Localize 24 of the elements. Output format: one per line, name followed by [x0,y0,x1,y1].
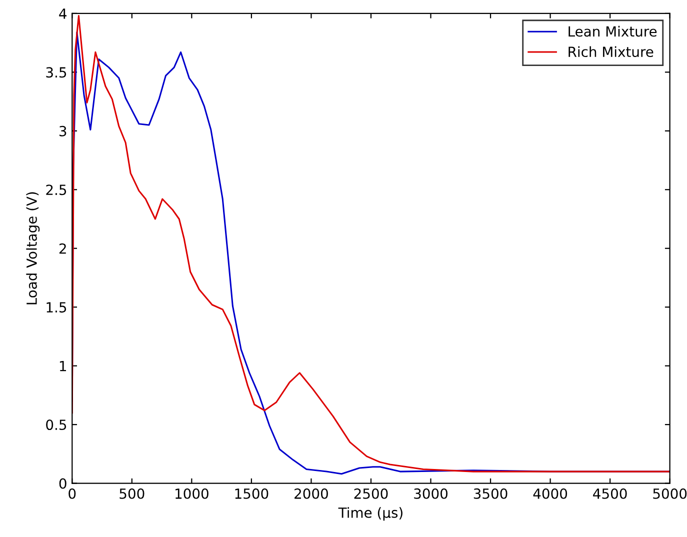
x-tick-label: 3500 [474,488,508,499]
x-tick-label: 2000 [294,488,328,499]
y-tick-label: 1.5 [46,302,66,313]
y-tick-label: 0.5 [46,420,66,430]
legend-label: Rich Mixture [568,46,654,58]
x-tick-label: 5000 [653,488,687,499]
x-tick-label: 4500 [593,488,627,499]
y-tick-label: 2.5 [46,184,66,196]
y-axis-title: Load Voltage (V) [26,192,40,304]
x-tick-label: 2500 [354,488,388,499]
y-tick-label: 0 [59,478,66,489]
y-tick-label: 4 [59,8,66,19]
y-tick-label: 3.5 [46,67,66,78]
x-axis-title: Time (µs) [338,507,402,521]
x-tick-label: 3000 [414,488,448,499]
y-tick-label: 1 [60,360,66,372]
x-tick-label: 1500 [235,488,268,499]
x-tick-label: 4000 [533,488,568,499]
x-tick-label: 0 [68,488,76,499]
y-tick-label: 2 [59,243,66,254]
y-tick-label: 3 [59,126,66,136]
legend-label: Lean Mixture [568,26,657,37]
x-tick-label: 500 [120,488,144,499]
x-tick-label: 1000 [176,488,208,499]
